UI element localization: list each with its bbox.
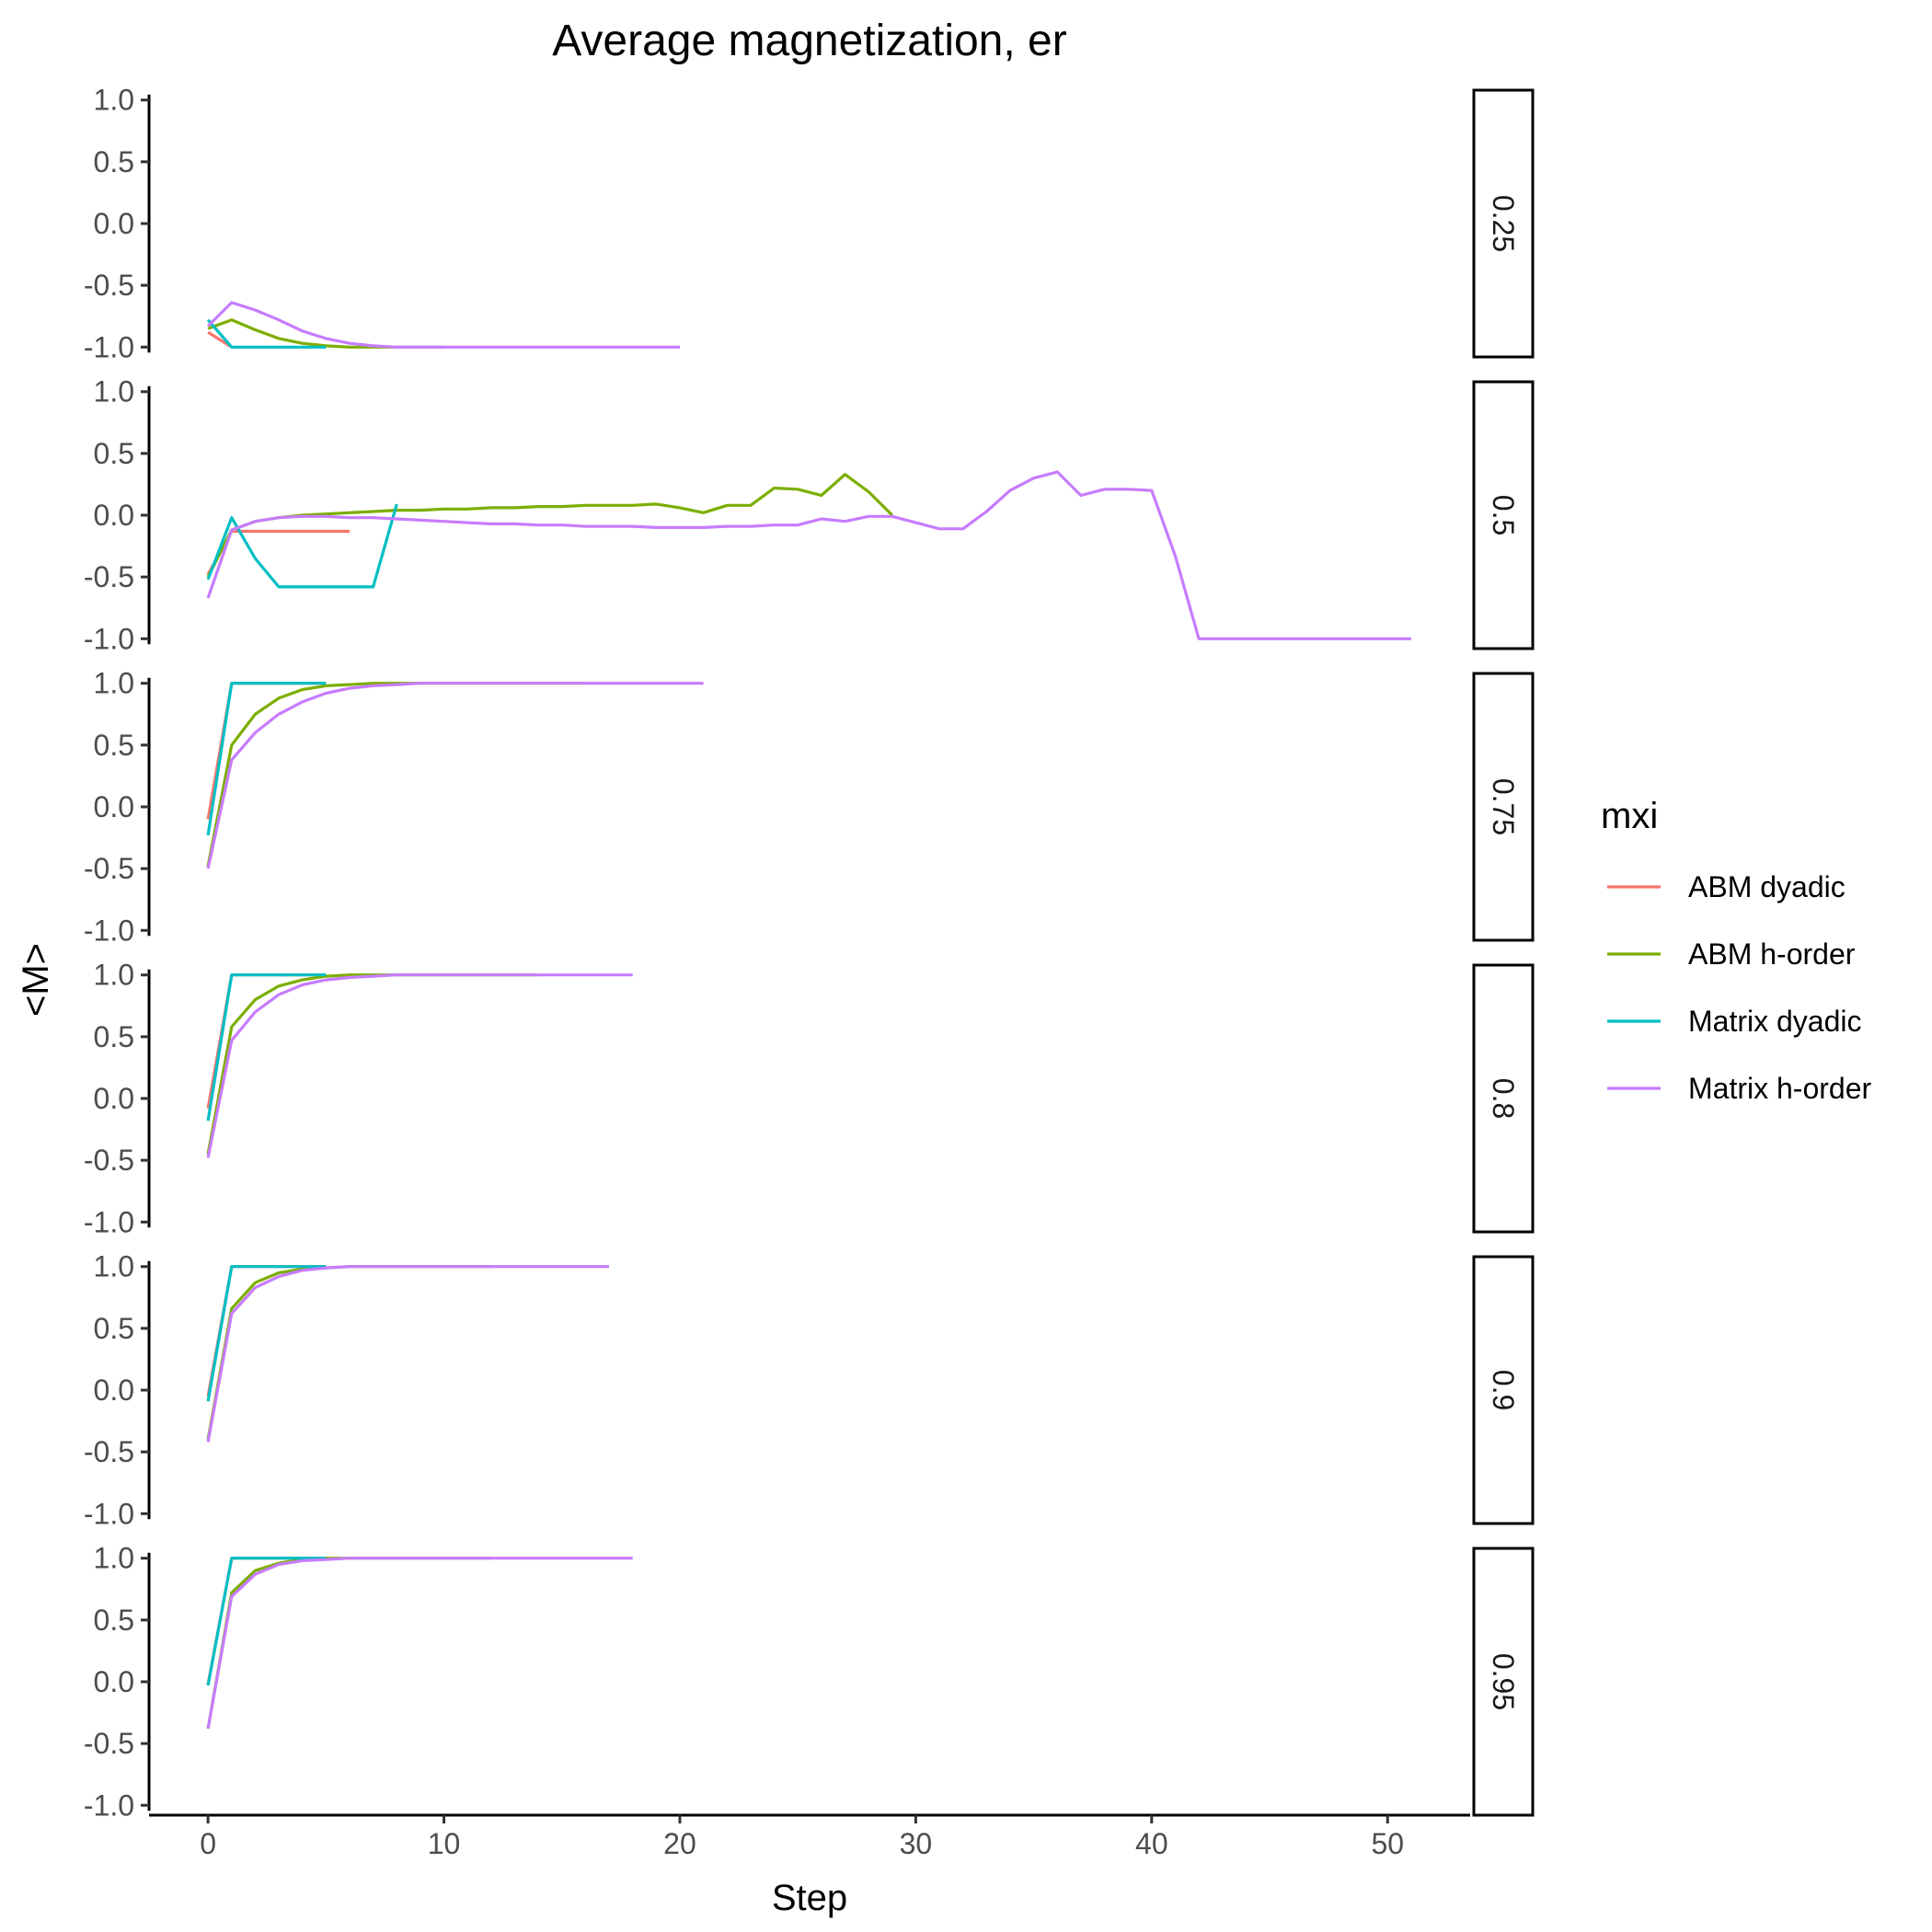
y-tick-label: -1.0 bbox=[84, 1788, 134, 1822]
x-tick-label: 10 bbox=[428, 1827, 461, 1860]
y-tick-label: 0.5 bbox=[94, 437, 134, 470]
facet-panel-0.5: -1.0 -0.5 0.0 0.5 1.0 0.5 bbox=[84, 375, 1535, 655]
x-tick-label: 50 bbox=[1371, 1827, 1404, 1860]
y-tick-label: -1.0 bbox=[84, 1497, 134, 1530]
y-tick-label: 0.0 bbox=[94, 1665, 134, 1698]
y-tick-label: -0.5 bbox=[84, 269, 134, 302]
y-tick-label: 0.0 bbox=[94, 790, 134, 823]
facet-strip-label: 0.9 bbox=[1487, 1370, 1520, 1410]
y-tick-label: -1.0 bbox=[84, 1205, 134, 1238]
x-tick-label: 20 bbox=[663, 1827, 696, 1860]
series-line-matrix-dyadic bbox=[206, 318, 327, 349]
y-axis-title: <M> bbox=[16, 943, 56, 1017]
y-tick-label: 0.5 bbox=[94, 1604, 134, 1637]
legend: mxi ABM dyadic ABM h-order Matrix dyadic Ma… bbox=[1601, 796, 1872, 1105]
facet-strip-label: 0.95 bbox=[1487, 1653, 1520, 1710]
facet-strip bbox=[1472, 672, 1535, 942]
x-axis: 0 10 20 30 40 50 bbox=[149, 1813, 1470, 1860]
facet-strip-label: 0.75 bbox=[1487, 778, 1520, 835]
x-axis-title: Step bbox=[772, 1878, 847, 1918]
y-tick-label: 0.0 bbox=[94, 499, 134, 532]
series-line-abm-h-order bbox=[206, 473, 893, 578]
y-tick-label: -0.5 bbox=[84, 560, 134, 593]
y-tick-label: -1.0 bbox=[84, 622, 134, 655]
x-tick-label: 40 bbox=[1135, 1827, 1168, 1860]
chart-title: Average magnetization, er bbox=[552, 17, 1066, 65]
y-tick-label: 1.0 bbox=[94, 959, 134, 992]
series-line-matrix-dyadic bbox=[206, 1265, 327, 1402]
facet-strip-label: 0.25 bbox=[1487, 195, 1520, 252]
y-tick-label: -1.0 bbox=[84, 330, 134, 363]
facet-strip bbox=[1472, 963, 1535, 1234]
x-tick-label: 30 bbox=[900, 1827, 933, 1860]
y-tick-label: 0.0 bbox=[94, 1374, 134, 1407]
facet-panel-0.8: -1.0 -0.5 0.0 0.5 1.0 0.8 bbox=[84, 959, 1535, 1238]
y-tick-label: -0.5 bbox=[84, 1144, 134, 1177]
y-tick-label: 0.5 bbox=[94, 1312, 134, 1345]
facet-strip bbox=[1472, 1547, 1535, 1817]
facet-strip-label: 0.5 bbox=[1487, 495, 1520, 535]
legend-label: Matrix dyadic bbox=[1688, 1005, 1862, 1038]
y-tick-label: 0.5 bbox=[94, 145, 134, 178]
series-line-matrix-h-order bbox=[206, 1265, 609, 1443]
facet-strip bbox=[1472, 380, 1535, 650]
series-line-matrix-h-order bbox=[206, 470, 1411, 640]
y-tick-label: -0.5 bbox=[84, 1727, 134, 1760]
y-tick-label: 1.0 bbox=[94, 667, 134, 700]
series-line-matrix-dyadic bbox=[206, 1557, 327, 1686]
facets-layer: -1.0 -0.5 0.0 0.5 1.0 0.25 -1.0 -0.5 0.0 0.5 1.0 0.… bbox=[84, 84, 1535, 1822]
legend-label: ABM dyadic bbox=[1688, 870, 1846, 903]
y-tick-label: 1.0 bbox=[94, 1250, 134, 1283]
y-tick-label: 0.0 bbox=[94, 1082, 134, 1115]
series-line-matrix-h-order bbox=[206, 973, 633, 1158]
facet-panel-0.25: -1.0 -0.5 0.0 0.5 1.0 0.25 bbox=[84, 84, 1535, 363]
series-line-matrix-dyadic bbox=[206, 682, 327, 836]
facet-panel-0.9: -1.0 -0.5 0.0 0.5 1.0 0.9 bbox=[84, 1250, 1535, 1530]
legend-label: ABM h-order bbox=[1688, 937, 1856, 971]
series-line-matrix-h-order bbox=[206, 1557, 633, 1730]
facet-panel-0.75: -1.0 -0.5 0.0 0.5 1.0 0.75 bbox=[84, 667, 1535, 947]
facet-strip bbox=[1472, 88, 1535, 359]
y-tick-label: 0.0 bbox=[94, 207, 134, 240]
legend-label: Matrix h-order bbox=[1688, 1072, 1872, 1105]
series-line-matrix-h-order bbox=[206, 682, 704, 869]
y-tick-label: -0.5 bbox=[84, 852, 134, 885]
y-tick-label: -0.5 bbox=[84, 1435, 134, 1468]
facet-strip bbox=[1472, 1255, 1535, 1525]
series-line-matrix-dyadic bbox=[206, 503, 398, 589]
legend-title: mxi bbox=[1601, 796, 1658, 836]
series-line-matrix-dyadic bbox=[206, 973, 327, 1121]
y-tick-label: -1.0 bbox=[84, 914, 134, 947]
facet-strip-label: 0.8 bbox=[1487, 1078, 1520, 1119]
y-tick-label: 0.5 bbox=[94, 1020, 134, 1053]
y-tick-label: 1.0 bbox=[94, 1542, 134, 1575]
x-tick-label: 0 bbox=[200, 1827, 216, 1860]
y-tick-label: 1.0 bbox=[94, 84, 134, 117]
y-tick-label: 1.0 bbox=[94, 375, 134, 408]
series-line-matrix-h-order bbox=[206, 301, 680, 349]
y-tick-label: 0.5 bbox=[94, 729, 134, 762]
facet-panel-0.95: -1.0 -0.5 0.0 0.5 1.0 0.95 bbox=[84, 1542, 1535, 1822]
